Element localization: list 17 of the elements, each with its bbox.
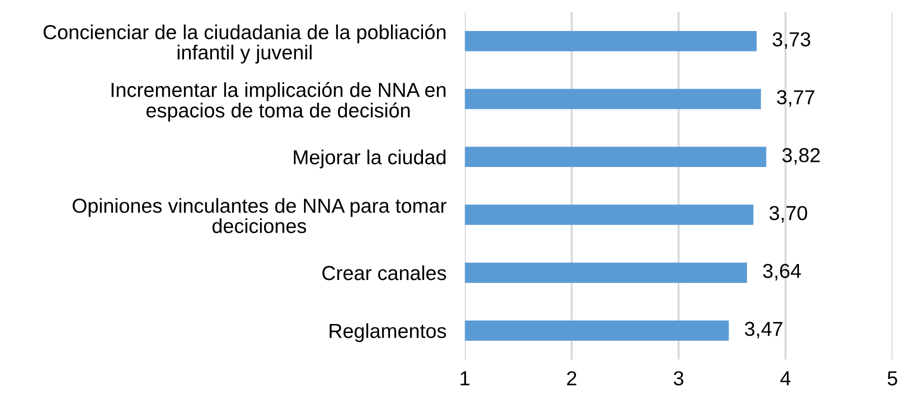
data-label: 3,70	[769, 206, 808, 223]
y-tick-label: Opiniones vinculantes de NNA para tomar deciciones	[72, 198, 446, 234]
data-label: 3,82	[782, 148, 820, 165]
x-tick-label: 3	[674, 371, 684, 386]
data-label: 3,77	[776, 90, 814, 107]
data-label: 3,47	[744, 322, 782, 338]
data-label: 3,64	[763, 264, 801, 280]
x-tick-label: 4	[780, 371, 791, 386]
y-tick-label: Concienciar de la ciudadania de la pobliación infantil y juvenil	[44, 24, 446, 64]
data-label: 3,73	[772, 32, 810, 49]
y-tick-label: Reglamentos	[330, 323, 446, 342]
x-tick-label: 1	[460, 371, 470, 386]
x-tick-label: 2	[567, 371, 576, 386]
y-tick-label: Mejorar la ciudad	[294, 150, 446, 168]
y-tick-label: Crear canales	[322, 265, 446, 280]
y-tick-label: Incrementar la implicación de NNA en espacios de toma de decisión	[112, 82, 446, 122]
x-tick-label: 5	[888, 371, 898, 386]
